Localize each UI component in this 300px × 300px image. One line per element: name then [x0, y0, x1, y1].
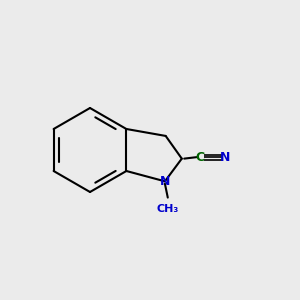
Text: CH₃: CH₃ [157, 204, 179, 214]
Text: N: N [160, 175, 170, 188]
Text: N: N [220, 151, 230, 164]
Text: C: C [196, 151, 205, 164]
